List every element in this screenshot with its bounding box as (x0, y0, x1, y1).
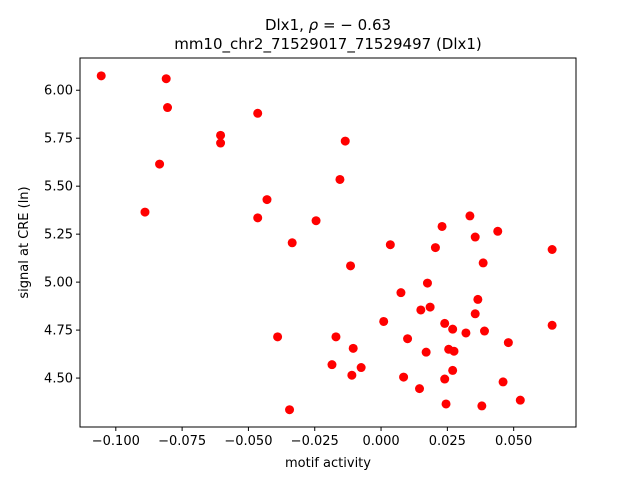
data-point (415, 384, 425, 394)
data-point (547, 320, 557, 330)
data-point (498, 377, 508, 387)
data-point (379, 316, 389, 326)
data-point (440, 374, 450, 384)
data-point (448, 324, 458, 334)
data-point (216, 138, 226, 148)
x-tick-label: −0.100 (92, 434, 140, 449)
data-point (470, 232, 480, 242)
data-point (287, 238, 297, 248)
x-tick-label: 0.000 (362, 434, 399, 449)
data-point (163, 103, 173, 113)
data-point (430, 243, 440, 253)
data-point (477, 401, 487, 411)
y-axis-ticks: 4.50 4.75 5.00 5.25 5.50 5.75 6.00 (44, 84, 80, 387)
y-tick-label: 5.25 (44, 228, 73, 243)
data-point (478, 258, 488, 268)
data-point (396, 288, 406, 298)
data-point (348, 343, 358, 353)
data-point (470, 309, 480, 319)
x-tick-label: 0.050 (495, 434, 532, 449)
data-point (493, 226, 503, 236)
data-point (340, 136, 350, 146)
data-point (155, 159, 165, 169)
data-point (503, 338, 513, 348)
x-axis-ticks: −0.100 −0.075 −0.050 −0.025 0.000 0.025 0.050 (92, 427, 532, 449)
data-point (385, 240, 395, 250)
y-tick-label: 5.50 (44, 180, 73, 195)
data-point (465, 211, 475, 221)
plot-frame (79, 57, 577, 428)
data-point (440, 318, 450, 328)
data-point (547, 245, 557, 255)
data-point (335, 174, 345, 184)
data-point (216, 130, 226, 140)
y-tick-label: 4.75 (44, 324, 73, 339)
data-point (403, 334, 413, 344)
data-point (437, 221, 447, 231)
y-tick-label: 4.50 (44, 372, 73, 387)
data-point (96, 71, 106, 81)
y-tick-label: 5.75 (44, 132, 73, 147)
data-point (346, 261, 356, 271)
data-point (140, 207, 150, 217)
data-point (399, 372, 409, 382)
data-point (253, 108, 263, 118)
data-point (262, 195, 272, 205)
data-point (273, 332, 283, 342)
chart-title-line2: mm10_chr2_71529017_71529497 (Dlx1) (174, 35, 482, 54)
data-point (311, 216, 321, 226)
data-point (161, 74, 171, 84)
title-prefix: Dlx1, (265, 16, 309, 34)
data-points (96, 71, 557, 415)
data-point (473, 294, 483, 304)
data-point (347, 370, 357, 380)
data-point (422, 278, 432, 288)
data-point (331, 332, 341, 342)
y-tick-label: 5.00 (44, 276, 73, 291)
x-tick-label: −0.075 (158, 434, 206, 449)
data-point (327, 360, 337, 370)
data-point (285, 405, 295, 415)
data-point (448, 365, 458, 375)
data-point (421, 347, 431, 357)
title-suffix: = − 0.63 (318, 16, 391, 34)
x-tick-label: 0.025 (429, 434, 466, 449)
data-point (449, 346, 459, 356)
data-point (461, 328, 471, 338)
data-point (479, 326, 489, 336)
y-tick-label: 6.00 (44, 84, 73, 99)
data-point (253, 213, 263, 223)
data-point (425, 302, 435, 312)
title-rho: ρ (309, 16, 319, 34)
x-tick-label: −0.050 (224, 434, 272, 449)
data-point (441, 399, 451, 409)
plot-area (79, 57, 577, 428)
x-tick-label: −0.025 (291, 434, 339, 449)
y-axis-label: signal at CRE (ln) (17, 186, 32, 298)
x-axis-label: motif activity (285, 456, 371, 471)
chart-title-line1: Dlx1, ρ = − 0.63 (265, 16, 391, 34)
data-point (416, 305, 426, 315)
data-point (515, 395, 525, 405)
data-point (356, 363, 366, 373)
